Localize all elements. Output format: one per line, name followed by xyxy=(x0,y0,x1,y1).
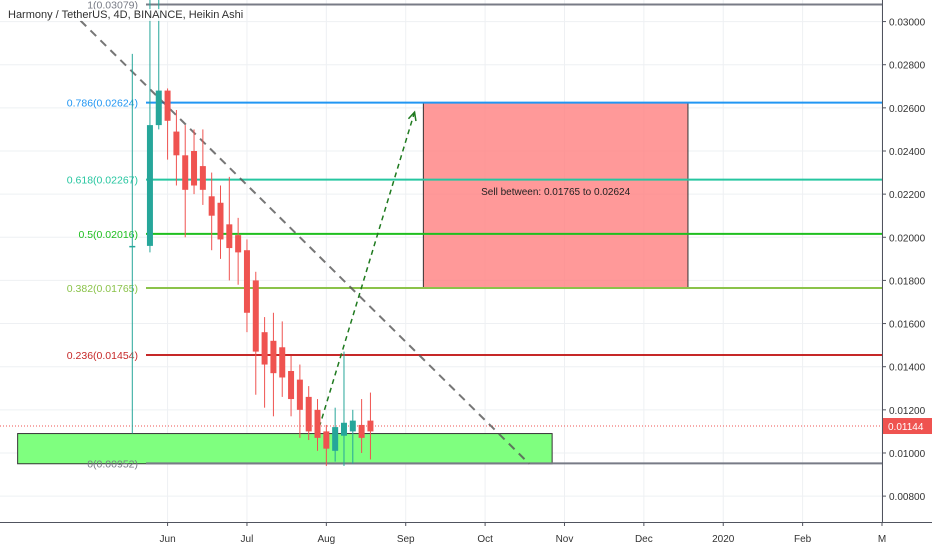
candle-body xyxy=(173,131,180,156)
y-tick-label: 0.00800 xyxy=(889,492,926,503)
last-price-label: 0.01144 xyxy=(888,422,924,433)
candle-body xyxy=(182,155,189,190)
fib-label-0.5: 0.5(0.02016) xyxy=(78,229,138,241)
y-tick-label: 0.02800 xyxy=(889,61,926,72)
fib-levels: 1(0.03079) 0.786(0.02624) 0.618(0.02267) 0.… xyxy=(67,0,882,470)
y-tick-label: 0.01200 xyxy=(889,406,926,417)
y-tick-label: 0.02200 xyxy=(889,190,926,201)
fib-label-0.236: 0.236(0.01454) xyxy=(67,350,138,362)
y-tick-label: 0.01800 xyxy=(889,276,926,287)
y-tick-label: 0.02000 xyxy=(889,233,926,244)
candle-body xyxy=(349,420,356,432)
chart-title: Harmony / TetherUS, 4D, BINANCE, Heikin … xyxy=(6,9,246,21)
fib-label-0.786: 0.786(0.02624) xyxy=(67,98,138,110)
y-tick-label: 0.01000 xyxy=(889,449,926,460)
zones-layer xyxy=(17,102,689,465)
x-tick-label: Dec xyxy=(635,534,653,545)
candle-body xyxy=(243,250,250,313)
y-tick-label: 0.03000 xyxy=(889,18,926,29)
drawings-layer xyxy=(0,10,882,465)
projection-line xyxy=(318,111,416,428)
x-tick-label: Aug xyxy=(317,534,335,545)
last-price-badge xyxy=(883,418,932,435)
y-tick-label: 0.01400 xyxy=(889,363,926,374)
candle-body xyxy=(279,347,286,378)
candle-body xyxy=(129,245,136,248)
candle-body xyxy=(270,340,277,374)
candle-body xyxy=(252,280,259,352)
sell-zone-label: Sell between: 0.01765 to 0.02624 xyxy=(481,187,630,198)
candle-body xyxy=(191,150,198,186)
candle-body xyxy=(235,235,242,253)
candle-body xyxy=(226,224,233,249)
y-tick-label: 0.02600 xyxy=(889,104,926,115)
candle-body xyxy=(261,332,268,365)
x-tick-label: M xyxy=(878,534,886,545)
candle-body xyxy=(314,409,321,438)
x-tick-label: 2020 xyxy=(712,534,735,545)
fib-label-0.382: 0.382(0.01765) xyxy=(67,283,138,295)
y-tick-label: 0.02400 xyxy=(889,147,926,158)
candle-body xyxy=(199,166,206,190)
candle-body xyxy=(340,422,347,436)
x-tick-label: Jun xyxy=(160,534,176,545)
fib-label-0.618: 0.618(0.02267) xyxy=(67,175,138,187)
price-axis-bg xyxy=(882,0,932,550)
fib-label-0: 0(0.00952) xyxy=(87,458,138,470)
candle-body xyxy=(155,90,162,126)
candle-body xyxy=(358,424,365,438)
y-tick-label: 0.01600 xyxy=(889,320,926,331)
candle-body xyxy=(332,427,339,451)
projection-arrowhead xyxy=(407,110,417,122)
x-tick-label: Oct xyxy=(477,534,493,545)
x-tick-label: Sep xyxy=(397,534,415,545)
time-axis-bg xyxy=(0,522,932,550)
candle-body xyxy=(305,396,312,432)
candle-body xyxy=(296,379,303,410)
candle-body xyxy=(288,371,295,400)
fib-label-1: 1(0.03079) xyxy=(87,0,138,12)
x-tick-label: Feb xyxy=(794,534,812,545)
candles-layer xyxy=(129,0,374,466)
x-tick-label: Nov xyxy=(556,534,574,545)
x-tick-label: Jul xyxy=(241,534,254,545)
candle-body xyxy=(164,90,171,121)
candle-body xyxy=(208,196,215,216)
candle-body xyxy=(146,125,153,246)
candle-body xyxy=(217,202,224,240)
downtrend-line xyxy=(69,10,530,465)
candle-body xyxy=(367,420,374,432)
candle-body xyxy=(323,431,330,449)
